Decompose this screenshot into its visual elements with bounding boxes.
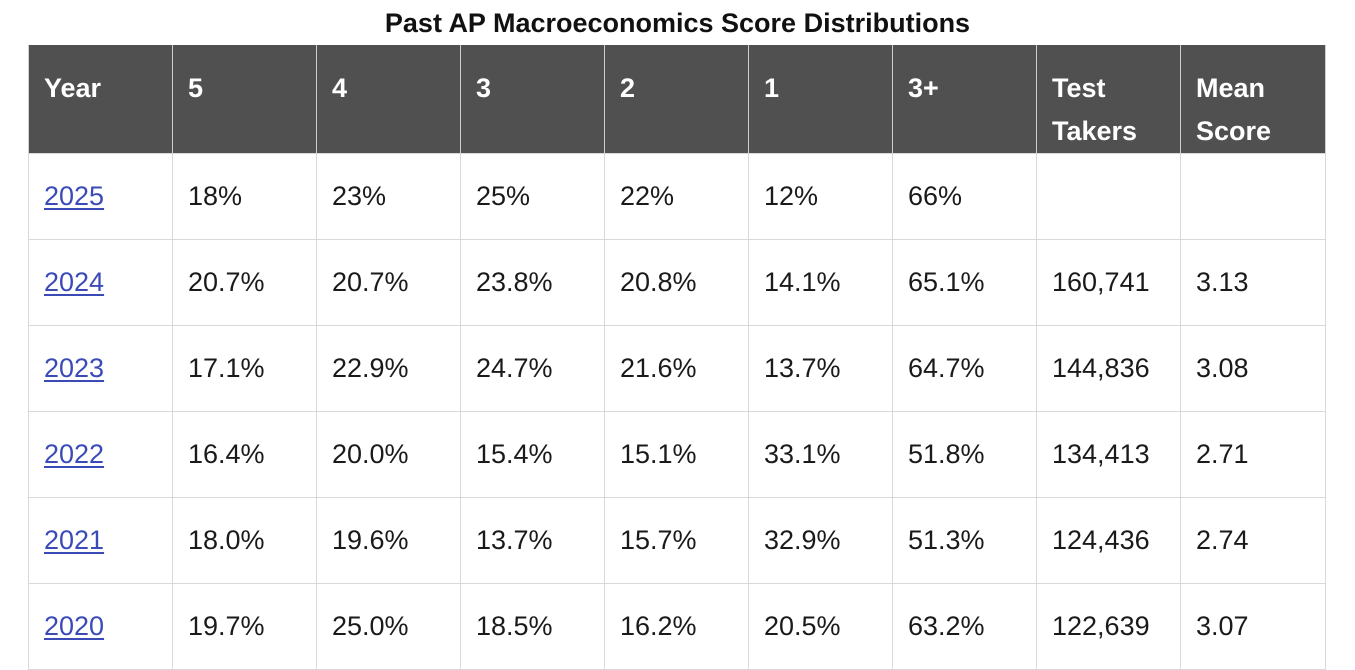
score-3-cell: 24.7% (460, 325, 605, 412)
table-row: 2021 18.0% 19.6% 13.7% 15.7% 32.9% 51.3%… (28, 497, 1326, 584)
year-link[interactable]: 2020 (44, 611, 105, 641)
mean-score-cell: 3.07 (1180, 583, 1326, 670)
test-takers-cell: 144,836 (1036, 325, 1181, 412)
score-5-cell: 20.7% (172, 239, 317, 326)
score-3-plus-cell: 63.2% (892, 583, 1037, 670)
score-1-cell: 12% (748, 153, 893, 240)
year-cell: 2020 (28, 583, 173, 670)
score-3-cell: 15.4% (460, 411, 605, 498)
test-takers-cell (1036, 153, 1181, 240)
year-link[interactable]: 2025 (44, 181, 105, 211)
year-link[interactable]: 2022 (44, 439, 105, 469)
score-4-cell: 25.0% (316, 583, 461, 670)
score-5-cell: 19.7% (172, 583, 317, 670)
score-4-cell: 20.0% (316, 411, 461, 498)
header-score-2: 2 (604, 45, 749, 154)
header-score-1: 1 (748, 45, 893, 154)
year-cell: 2024 (28, 239, 173, 326)
year-cell: 2021 (28, 497, 173, 584)
table-row: 2022 16.4% 20.0% 15.4% 15.1% 33.1% 51.8%… (28, 411, 1326, 498)
test-takers-cell: 122,639 (1036, 583, 1181, 670)
score-2-cell: 22% (604, 153, 749, 240)
mean-score-cell (1180, 153, 1326, 240)
mean-score-cell: 3.13 (1180, 239, 1326, 326)
table-row: 2020 19.7% 25.0% 18.5% 16.2% 20.5% 63.2%… (28, 583, 1326, 670)
score-4-cell: 22.9% (316, 325, 461, 412)
score-1-cell: 32.9% (748, 497, 893, 584)
score-3-cell: 23.8% (460, 239, 605, 326)
header-score-4: 4 (316, 45, 461, 154)
header-row: Year 5 4 3 2 1 3+ Test Takers Mean Score (28, 45, 1326, 154)
year-link[interactable]: 2021 (44, 525, 105, 555)
score-5-cell: 16.4% (172, 411, 317, 498)
score-distribution-table: Year 5 4 3 2 1 3+ Test Takers Mean Score… (28, 45, 1326, 670)
score-2-cell: 15.1% (604, 411, 749, 498)
score-1-cell: 33.1% (748, 411, 893, 498)
score-3-plus-cell: 51.3% (892, 497, 1037, 584)
score-3-cell: 25% (460, 153, 605, 240)
test-takers-cell: 160,741 (1036, 239, 1181, 326)
score-5-cell: 17.1% (172, 325, 317, 412)
table-row: 2024 20.7% 20.7% 23.8% 20.8% 14.1% 65.1%… (28, 239, 1326, 326)
test-takers-cell: 124,436 (1036, 497, 1181, 584)
table-title: Past AP Macroeconomics Score Distributio… (384, 8, 971, 38)
mean-score-cell: 2.71 (1180, 411, 1326, 498)
header-score-3-plus: 3+ (892, 45, 1037, 154)
table-row: 2025 18% 23% 25% 22% 12% 66% (28, 153, 1326, 240)
score-5-cell: 18% (172, 153, 317, 240)
score-3-plus-cell: 64.7% (892, 325, 1037, 412)
score-4-cell: 23% (316, 153, 461, 240)
header-mean-score: Mean Score (1180, 45, 1326, 154)
header-test-takers: Test Takers (1036, 45, 1181, 154)
test-takers-cell: 134,413 (1036, 411, 1181, 498)
score-2-cell: 15.7% (604, 497, 749, 584)
score-3-plus-cell: 65.1% (892, 239, 1037, 326)
mean-score-cell: 3.08 (1180, 325, 1326, 412)
score-3-cell: 13.7% (460, 497, 605, 584)
year-link[interactable]: 2023 (44, 353, 105, 383)
score-1-cell: 20.5% (748, 583, 893, 670)
score-1-cell: 14.1% (748, 239, 893, 326)
header-year: Year (28, 45, 173, 154)
year-cell: 2025 (28, 153, 173, 240)
score-2-cell: 21.6% (604, 325, 749, 412)
year-link[interactable]: 2024 (44, 267, 105, 297)
header-score-5: 5 (172, 45, 317, 154)
year-cell: 2022 (28, 411, 173, 498)
score-2-cell: 16.2% (604, 583, 749, 670)
score-4-cell: 19.6% (316, 497, 461, 584)
header-score-3: 3 (460, 45, 605, 154)
table-row: 2023 17.1% 22.9% 24.7% 21.6% 13.7% 64.7%… (28, 325, 1326, 412)
year-cell: 2023 (28, 325, 173, 412)
score-1-cell: 13.7% (748, 325, 893, 412)
mean-score-cell: 2.74 (1180, 497, 1326, 584)
score-5-cell: 18.0% (172, 497, 317, 584)
score-2-cell: 20.8% (604, 239, 749, 326)
score-3-plus-cell: 66% (892, 153, 1037, 240)
score-3-plus-cell: 51.8% (892, 411, 1037, 498)
score-3-cell: 18.5% (460, 583, 605, 670)
score-4-cell: 20.7% (316, 239, 461, 326)
